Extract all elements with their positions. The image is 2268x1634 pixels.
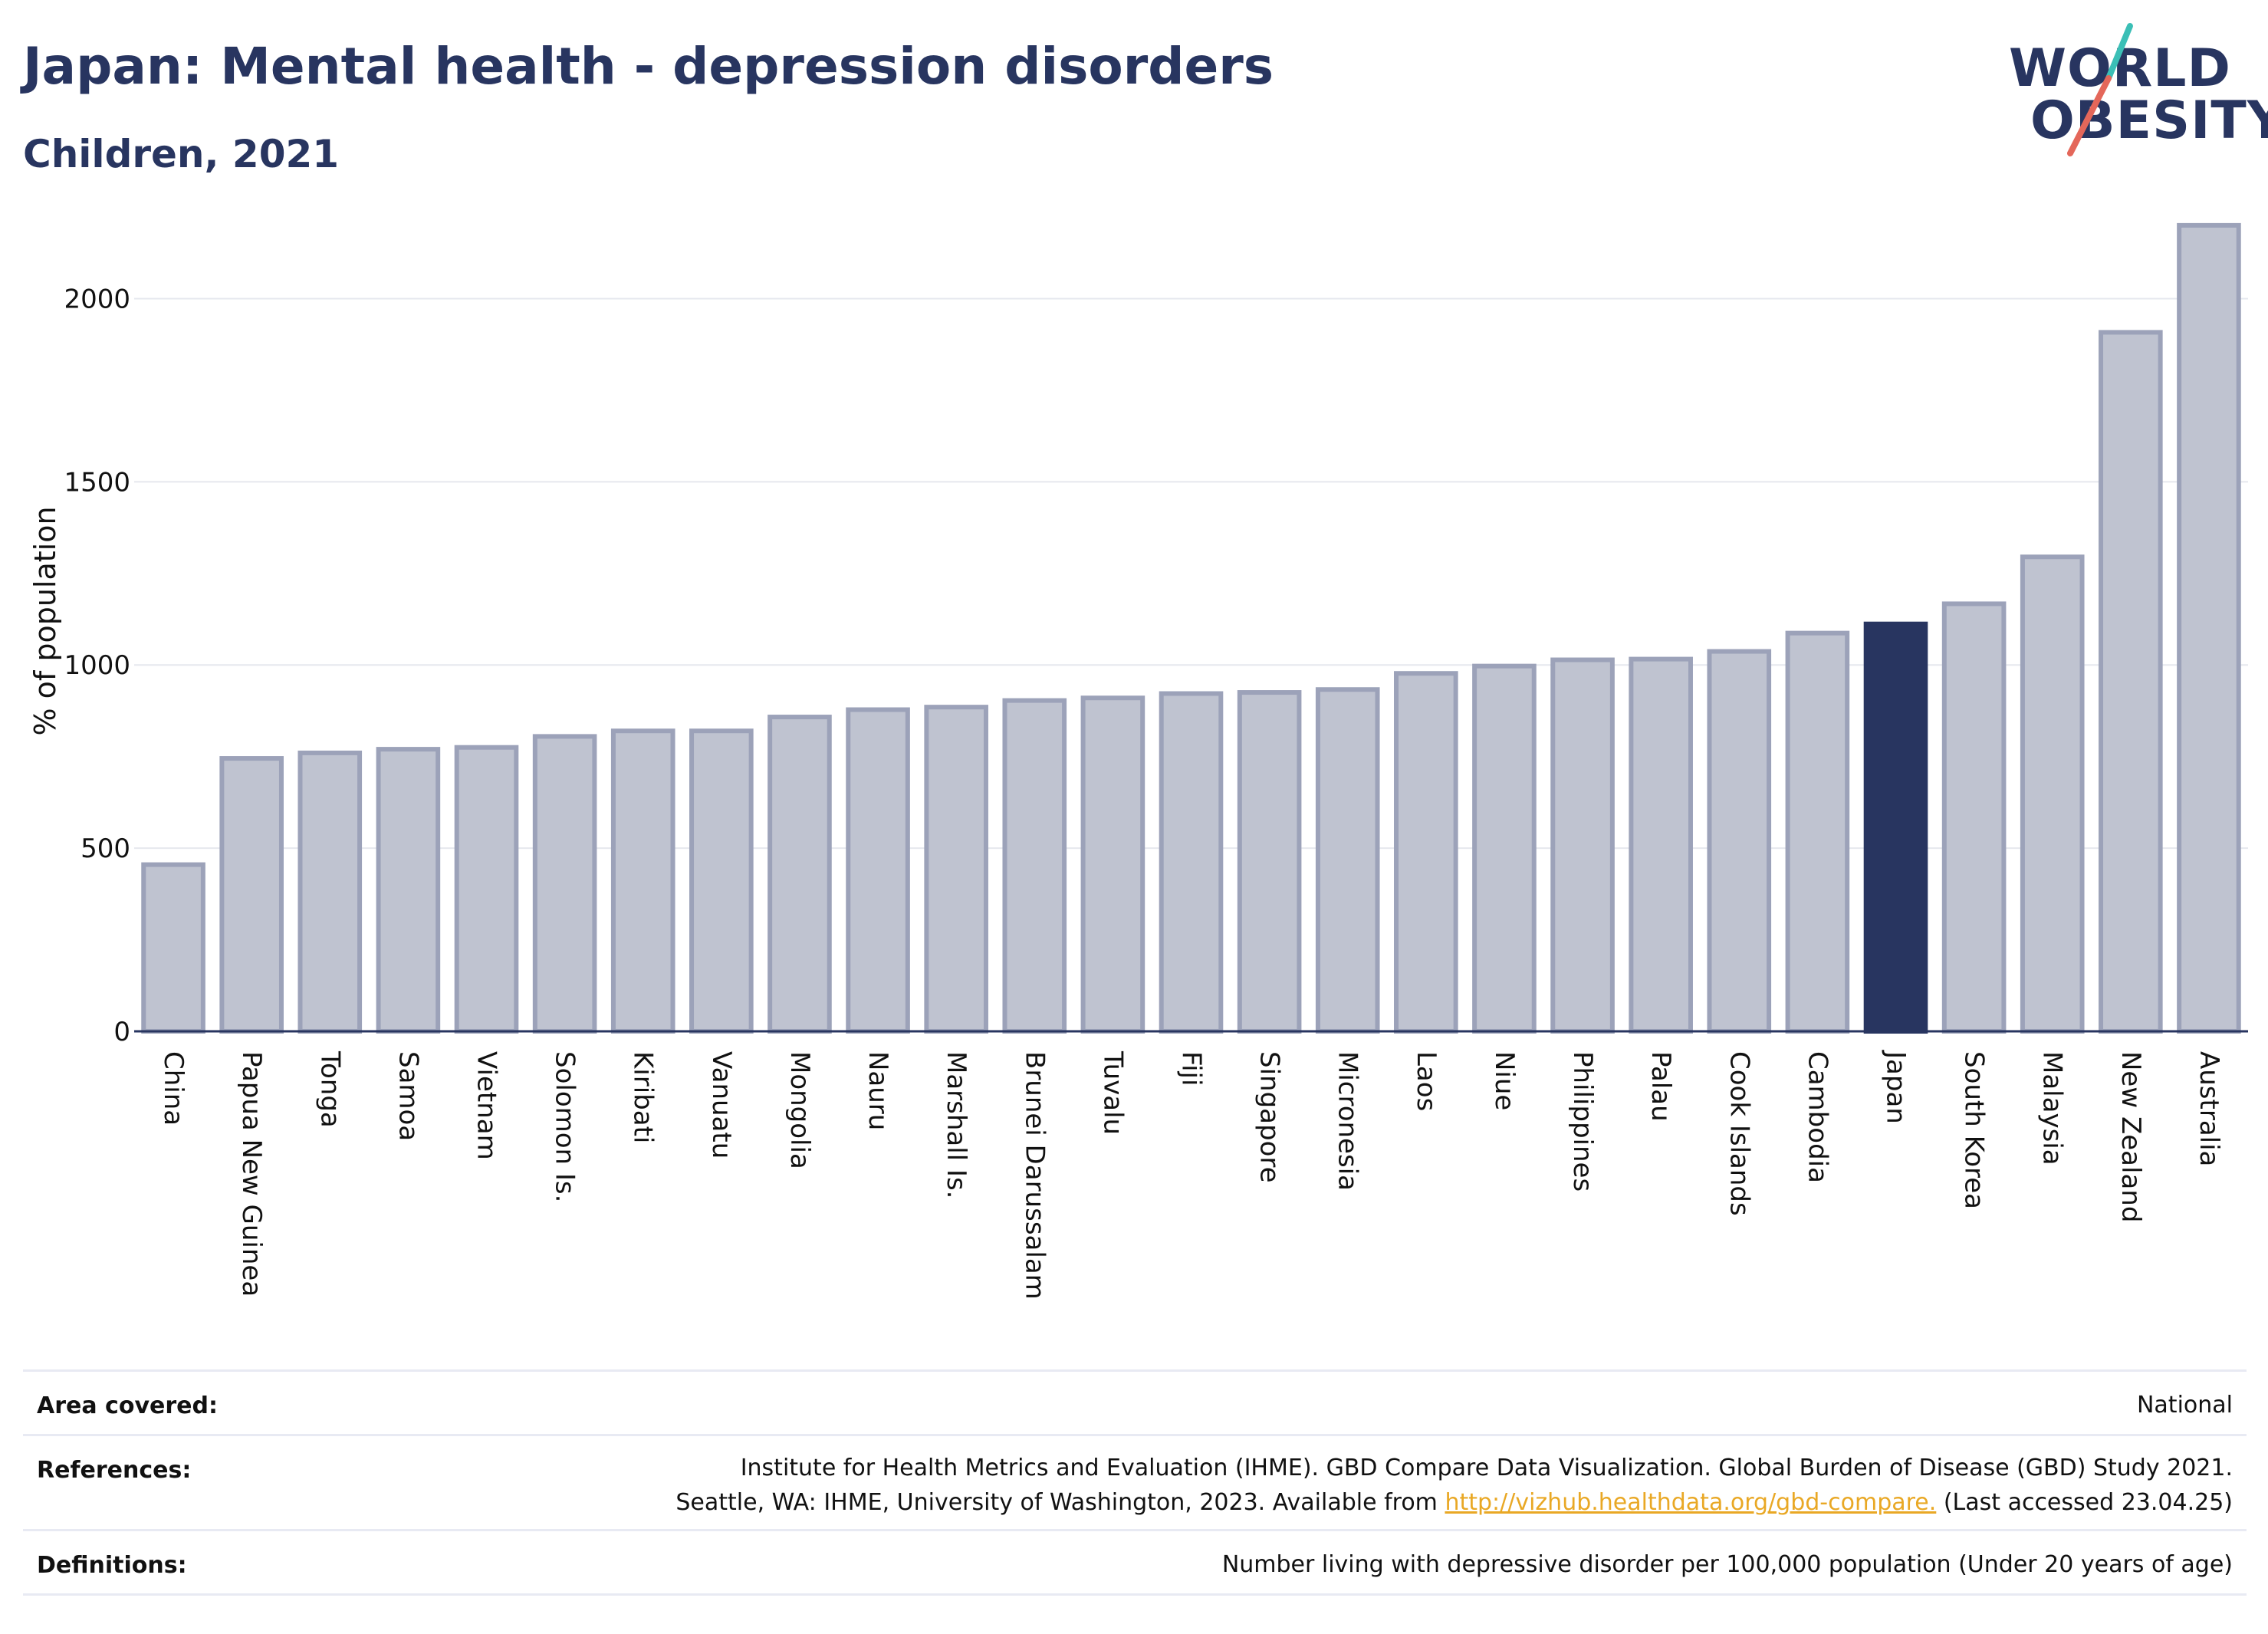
bar	[1707, 649, 1772, 1034]
x-tick-label: Singapore	[1254, 1051, 1285, 1183]
x-tick-label: Vietnam	[472, 1051, 502, 1160]
y-tick-label: 1000	[64, 650, 130, 681]
x-tick-label: Papua New Guinea	[236, 1051, 267, 1297]
y-tick-label: 0	[113, 1017, 130, 1047]
y-tick-label: 2000	[64, 284, 130, 314]
x-tick-label: Nauru	[863, 1051, 893, 1130]
x-tick-label: Niue	[1489, 1051, 1520, 1110]
x-tick-label: Tonga	[314, 1050, 345, 1128]
bar	[1315, 687, 1380, 1034]
x-tick-label: Cambodia	[1802, 1051, 1832, 1183]
x-tick-label: Tuvalu	[1097, 1050, 1128, 1135]
bar	[532, 734, 597, 1034]
y-tick-label: 500	[81, 833, 130, 864]
info-divider	[23, 1593, 2247, 1596]
bar	[689, 728, 754, 1034]
x-tick-label: Solomon Is.	[550, 1051, 580, 1202]
x-tick-label: Kiribati	[628, 1051, 659, 1143]
x-tick-label: Laos	[1411, 1051, 1441, 1111]
x-tick-label: Australia	[2194, 1051, 2224, 1166]
x-tick-label: Malaysia	[2037, 1051, 2068, 1165]
definitions-label: Definitions:	[37, 1552, 187, 1579]
definitions-value: Number living with depressive disorder p…	[1221, 1551, 2233, 1578]
info-table: Area covered: National References: Insti…	[23, 1369, 2247, 1599]
x-tick-label: South Korea	[1959, 1051, 1990, 1209]
x-tick-label: Brunei Darussalam	[1019, 1051, 1050, 1300]
page-subtitle: Children, 2021	[23, 132, 340, 176]
x-tick-label: Vanuatu	[706, 1051, 737, 1159]
x-tick-label: Samoa	[393, 1051, 423, 1141]
bar	[846, 707, 910, 1034]
x-tick-label: Palau	[1645, 1051, 1676, 1122]
bar	[1785, 630, 1850, 1034]
x-tick-label: Micronesia	[1333, 1051, 1363, 1191]
x-tick-label: Marshall Is.	[941, 1051, 971, 1199]
bar	[2177, 222, 2241, 1034]
bar-chart: 0 500 1000 1500 2000 China Papua New Guinea Ton…	[28, 222, 2248, 1300]
references-line2-post: (Last accessed 23.04.25)	[1936, 1489, 2233, 1516]
bar	[1550, 657, 1615, 1034]
bar	[2099, 330, 2163, 1034]
bar-highlight	[1863, 621, 1928, 1034]
bar	[219, 756, 284, 1034]
bar	[768, 715, 832, 1034]
bar	[1237, 690, 1302, 1034]
x-tick-label: Mongolia	[784, 1051, 815, 1169]
x-tick-label: Cook Islands	[1724, 1051, 1754, 1216]
world-obesity-logo: WORLD OBESITY	[1994, 15, 2268, 169]
bar	[376, 747, 441, 1034]
logo-slash-icon	[2067, 23, 2133, 156]
references-line1: Institute for Health Metrics and Evaluat…	[740, 1455, 2233, 1481]
x-tick-label: New Zealand	[2115, 1051, 2146, 1222]
bars	[141, 222, 2241, 1034]
bar	[924, 705, 988, 1034]
info-divider	[23, 1369, 2247, 1372]
references-line2: Seattle, WA: IHME, University of Washing…	[675, 1485, 2233, 1520]
bar	[1941, 601, 2007, 1034]
bar	[1629, 656, 1693, 1034]
bar	[610, 728, 675, 1034]
bar	[2020, 554, 2085, 1034]
page-title: Japan: Mental health - depression disord…	[23, 37, 1274, 96]
area-covered-label: Area covered:	[37, 1392, 218, 1419]
x-tick-label: Philippines	[1567, 1051, 1598, 1192]
bar	[1080, 695, 1146, 1034]
references-value: Institute for Health Metrics and Evaluat…	[675, 1451, 2233, 1520]
y-tick-label: 1500	[64, 467, 130, 498]
bar	[1394, 671, 1458, 1034]
bar	[1002, 698, 1067, 1034]
bar	[141, 862, 205, 1034]
x-tick-label: China	[158, 1051, 189, 1126]
references-label: References:	[37, 1457, 192, 1484]
info-divider	[23, 1434, 2247, 1436]
bar	[297, 750, 363, 1034]
bar	[454, 745, 519, 1034]
references-line2-pre: Seattle, WA: IHME, University of Washing…	[675, 1489, 1445, 1516]
area-covered-value: National	[2136, 1392, 2233, 1419]
info-divider	[23, 1529, 2247, 1531]
bar	[1159, 691, 1224, 1034]
logo-text-line2: OBESITY	[2030, 90, 2268, 151]
y-axis-title: % of population	[28, 506, 62, 735]
x-tick-label: Japan	[1881, 1050, 1911, 1124]
references-link[interactable]: http://vizhub.healthdata.org/gbd-compare…	[1445, 1489, 1937, 1516]
tick-labels: 0 500 1000 1500 2000 China Papua New Guinea Ton…	[28, 284, 2224, 1299]
bar	[1472, 663, 1537, 1034]
x-tick-label: Fiji	[1176, 1051, 1207, 1086]
